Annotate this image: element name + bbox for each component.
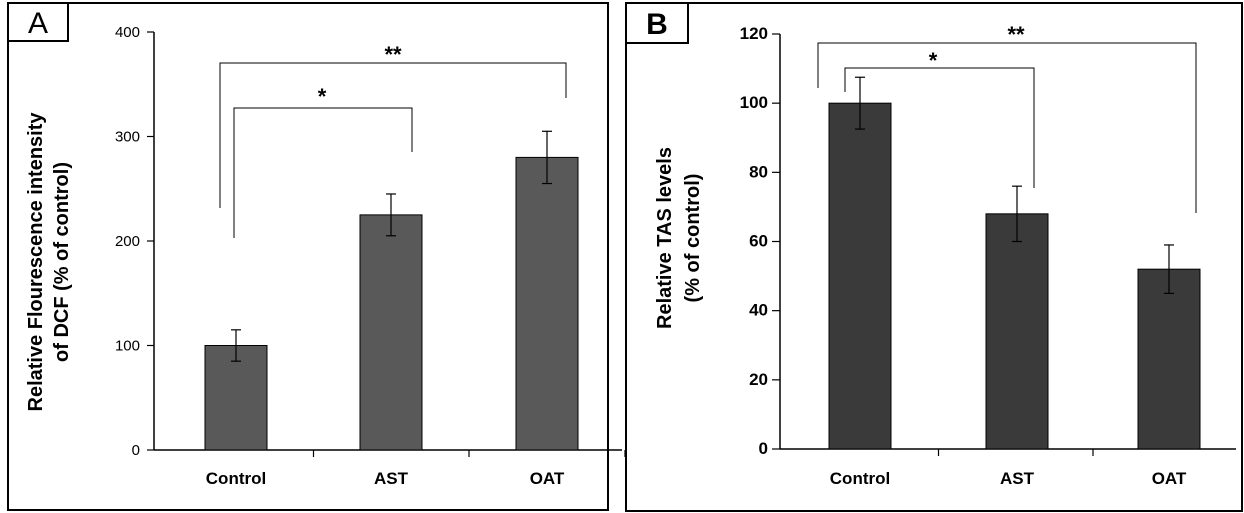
bar-ast <box>359 214 423 451</box>
panel-a-ylabel-line2: of DCF (% of control) <box>51 162 73 362</box>
panel-a-y-ticks: 0 100 200 300 400 <box>115 24 154 459</box>
panel-b-error-bars <box>855 76 1174 294</box>
panel-a-categories: Control AST OAT <box>206 469 565 488</box>
panel-a-sig-control-ast: * <box>318 84 327 109</box>
category-label-ast: AST <box>1000 469 1035 488</box>
panel-a-border <box>7 2 609 511</box>
panel-a-label-box <box>7 2 69 42</box>
panel-b-label: B <box>646 8 668 41</box>
panel-b-bars <box>828 102 1201 450</box>
panel-b-sig-control-oat: ** <box>1007 22 1025 47</box>
category-label-control: Control <box>830 469 890 488</box>
panel-a-bars <box>204 156 579 451</box>
y-tick-label: 300 <box>115 129 140 146</box>
panel-b-bracket-control-ast <box>844 67 1035 188</box>
category-label-oat: OAT <box>1152 469 1187 488</box>
y-tick-label: 400 <box>115 24 140 41</box>
bar-control <box>828 102 892 450</box>
panel-b-y-ticks: 0 20 40 60 80 100 120 <box>740 24 780 458</box>
panel-b-categories: Control AST OAT <box>830 469 1187 488</box>
panel-b-border <box>625 2 1243 512</box>
y-tick-label: 100 <box>115 338 140 355</box>
y-tick-label: 100 <box>740 93 768 112</box>
panel-a-bracket-control-oat <box>219 62 567 208</box>
panel-b-x-ticks <box>937 449 1094 456</box>
panel-a-bracket-control-ast <box>233 107 413 238</box>
bar-oat <box>515 156 579 451</box>
y-tick-label: 20 <box>749 370 768 389</box>
panel-a: A Relative Flourescence intensity of DCF… <box>7 2 626 511</box>
panel-a-ylabel-line1: Relative Flourescence intensity <box>25 112 47 412</box>
panel-b-ylabel-line1: Relative TAS levels <box>654 147 676 329</box>
y-tick-label: 200 <box>115 233 140 250</box>
y-tick-label: 40 <box>749 301 768 320</box>
category-label-control: Control <box>206 469 266 488</box>
panel-b-ylabel-line2: (% of control) <box>682 174 704 303</box>
panel-b-sig-control-ast: * <box>929 48 938 73</box>
panel-a-x-ticks <box>312 450 626 457</box>
category-label-ast: AST <box>374 469 409 488</box>
bar-control <box>204 345 268 451</box>
panel-a-label: A <box>28 7 48 40</box>
y-tick-label: 120 <box>740 24 768 43</box>
panel-a-sig-control-oat: ** <box>384 42 402 67</box>
panel-b: B Relative TAS levels (% of control) 0 20… <box>625 2 1243 512</box>
bar-oat <box>1137 268 1201 450</box>
bar-ast <box>985 213 1049 450</box>
y-tick-label: 0 <box>132 442 140 459</box>
y-tick-label: 0 <box>759 439 768 458</box>
panel-b-bracket-control-oat <box>817 42 1197 213</box>
panel-b-label-box <box>625 2 689 44</box>
y-tick-label: 60 <box>749 232 768 251</box>
y-tick-label: 80 <box>749 162 768 181</box>
panel-a-error-bars <box>231 130 552 362</box>
category-label-oat: OAT <box>530 469 565 488</box>
